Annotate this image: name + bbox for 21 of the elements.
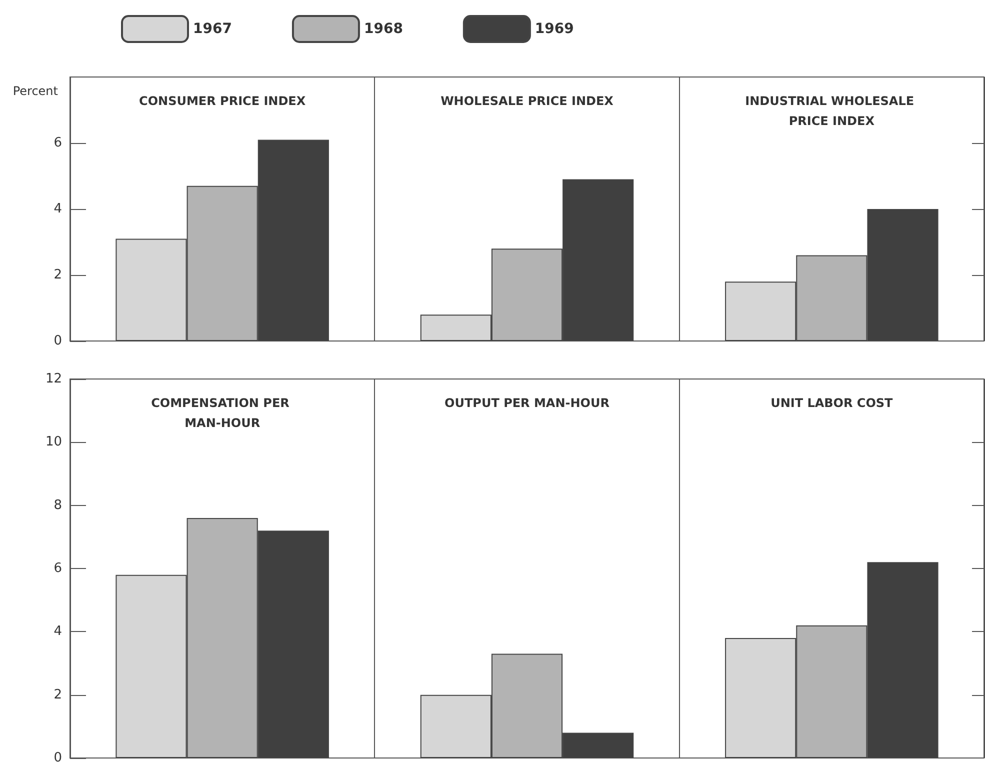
y-tick-label: 0 [54, 750, 62, 766]
x-tick-label: WHOLESALE PRICE INDEX [440, 94, 614, 108]
x-tick-label: COMPENSATION PER MAN-HOUR [151, 396, 294, 430]
legend-label: 1969 [534, 21, 574, 37]
y-tick-label: 2 [54, 268, 62, 282]
y-tick-label: 8 [54, 498, 62, 513]
y-axis-title: Percent [12, 84, 58, 98]
y-tick-label: 4 [54, 202, 62, 216]
x-tick-label: INDUSTRIAL WHOLESALE PRICE INDEX [745, 94, 918, 128]
x-tick-label: OUTPUT PER MAN-HOUR [444, 396, 610, 410]
y-tick-label: 12 [45, 372, 62, 386]
y-tick-label: 0 [54, 334, 62, 348]
x-tick-label: UNIT LABOR COST [770, 396, 894, 410]
y-tick-label: 10 [45, 434, 62, 450]
legend-label: 1968 [364, 21, 403, 37]
y-tick-label: 2 [54, 687, 62, 702]
y-tick-label: 6 [54, 136, 62, 150]
x-tick-label: CONSUMER PRICE INDEX [139, 94, 306, 108]
legend-label: 1967 [193, 21, 232, 37]
y-tick-label: 6 [54, 561, 62, 576]
y-tick-label: 4 [54, 624, 62, 640]
